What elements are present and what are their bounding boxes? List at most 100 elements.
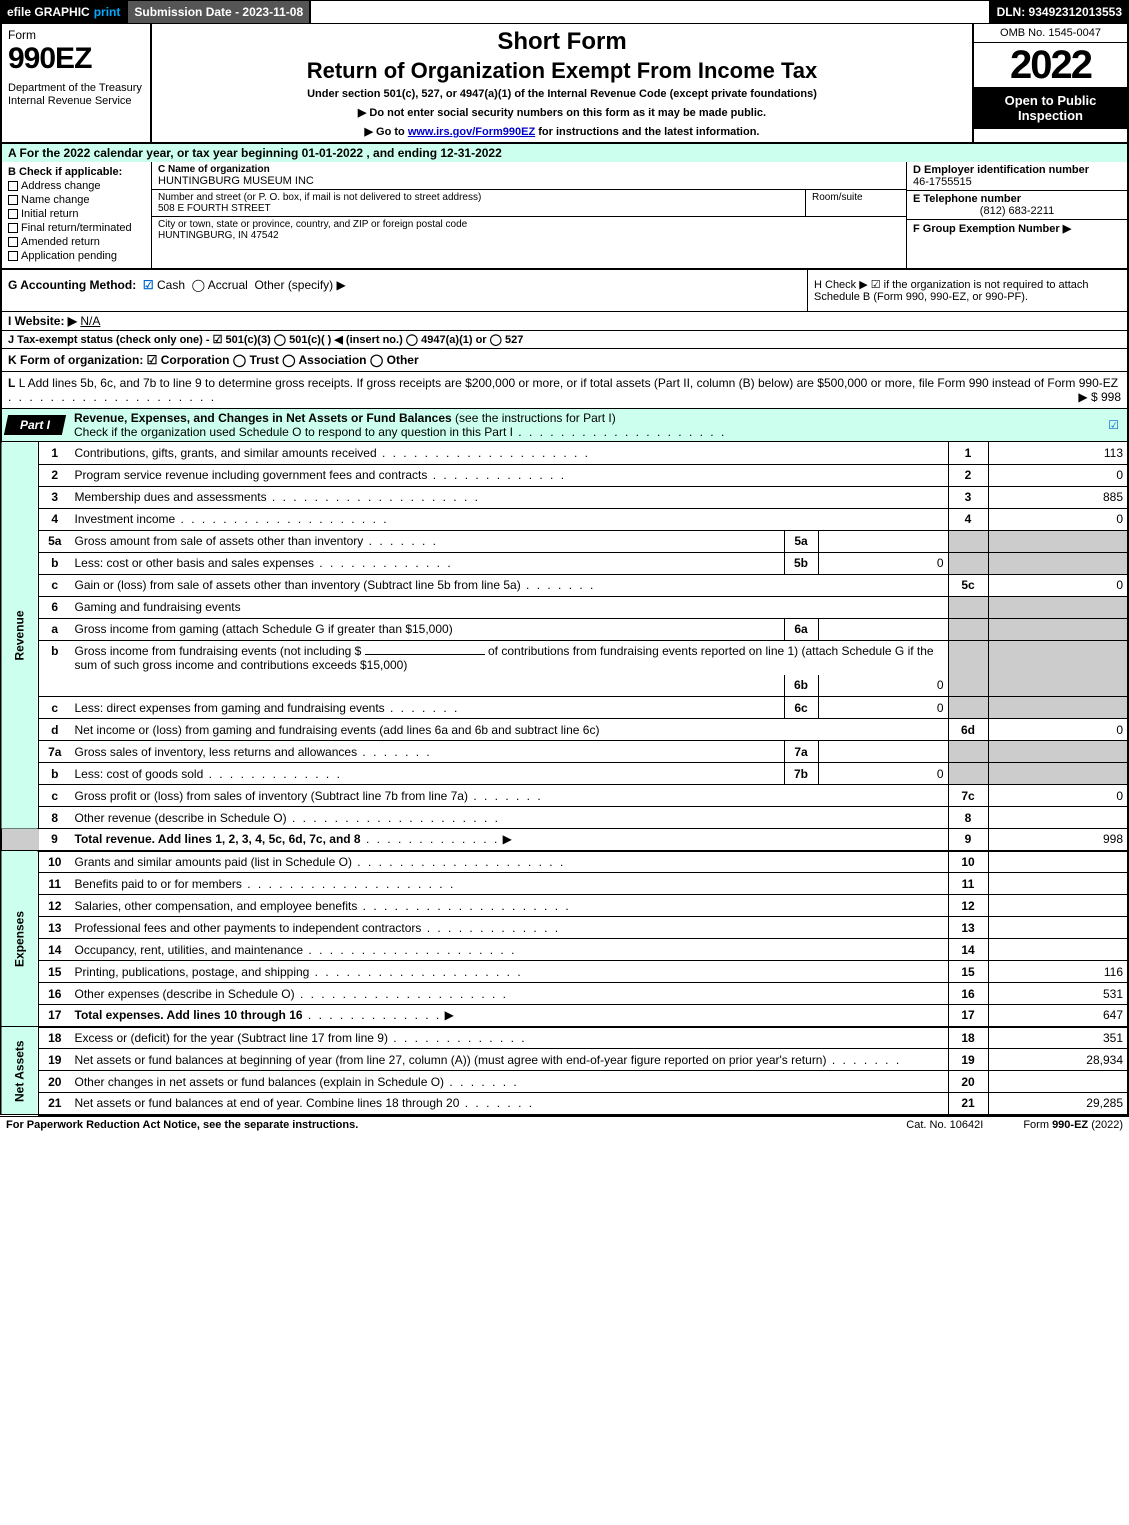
- chk-initial-return[interactable]: Initial return: [8, 208, 145, 220]
- sidelabel-expenses: Expenses: [1, 851, 39, 1027]
- subtitle: Under section 501(c), 527, or 4947(a)(1)…: [156, 88, 968, 100]
- chk-amended-return[interactable]: Amended return: [8, 236, 145, 248]
- part-1-title-rest: (see the instructions for Part I): [452, 411, 616, 425]
- block-c: C Name of organization HUNTINGBURG MUSEU…: [152, 162, 907, 268]
- submission-date: Submission Date - 2023-11-08: [127, 0, 310, 24]
- row-7a: 7a Gross sales of inventory, less return…: [1, 741, 1128, 763]
- c-city: City or town, state or province, country…: [152, 217, 906, 249]
- b-header: B Check if applicable:: [8, 166, 145, 178]
- r1-V: 113: [988, 442, 1128, 464]
- row-7c: c Gross profit or (loss) from sales of i…: [1, 785, 1128, 807]
- part-1-checkbox[interactable]: ☑: [1108, 418, 1127, 432]
- dln: DLN: 93492312013553: [990, 0, 1129, 24]
- print-link[interactable]: print: [94, 5, 121, 19]
- part-1-tag: Part I: [4, 415, 66, 435]
- efile-button[interactable]: efile GRAPHIC print: [0, 0, 127, 24]
- city-label: City or town, state or province, country…: [158, 219, 900, 230]
- g-other[interactable]: Other (specify) ▶: [254, 278, 345, 292]
- line-j: J Tax-exempt status (check only one) - ☑…: [0, 331, 1129, 349]
- row-2: 2 Program service revenue including gove…: [1, 464, 1128, 486]
- link-post: for instructions and the latest informat…: [535, 126, 759, 138]
- row-12: 12 Salaries, other compensation, and emp…: [1, 895, 1128, 917]
- g-cash[interactable]: Cash: [157, 278, 185, 292]
- c-name-label: C Name of organization: [158, 164, 270, 175]
- sidelabel-netassets: Net Assets: [1, 1027, 39, 1115]
- department: Department of the Treasury Internal Reve…: [8, 82, 144, 108]
- page-footer: For Paperwork Reduction Act Notice, see …: [0, 1116, 1129, 1133]
- website-label: I Website: ▶: [8, 314, 77, 328]
- form-word: Form: [8, 28, 144, 42]
- group-exemption-label: F Group Exemption Number ▶: [913, 223, 1071, 235]
- top-bar: efile GRAPHIC print Submission Date - 20…: [0, 0, 1129, 24]
- line-a: A For the 2022 calendar year, or tax yea…: [0, 144, 1129, 162]
- row-9: 9 Total revenue. Add lines 1, 2, 3, 4, 5…: [1, 829, 1128, 851]
- r1-N: 1: [948, 442, 988, 464]
- street-label: Number and street (or P. O. box, if mail…: [158, 192, 799, 203]
- part-1-subtitle: Check if the organization used Schedule …: [74, 425, 513, 439]
- h-text: H Check ▶ ☑ if the organization is not r…: [814, 279, 1089, 303]
- g-label: G Accounting Method:: [8, 278, 136, 292]
- row-4: 4 Investment income 4 0: [1, 508, 1128, 530]
- form-header: Form 990EZ Department of the Treasury In…: [0, 24, 1129, 144]
- chk-address-change[interactable]: Address change: [8, 180, 145, 192]
- efile-label: efile: [7, 5, 31, 19]
- chk-final-return[interactable]: Final return/terminated: [8, 222, 145, 234]
- row-10: Expenses 10 Grants and similar amounts p…: [1, 851, 1128, 873]
- notice-ssn: ▶ Do not enter social security numbers o…: [156, 106, 968, 119]
- block-b-through-f: B Check if applicable: Address change Na…: [0, 162, 1129, 270]
- g-accrual[interactable]: Accrual: [208, 278, 248, 292]
- row-16: 16 Other expenses (describe in Schedule …: [1, 983, 1128, 1005]
- phone-label: E Telephone number: [913, 193, 1021, 205]
- row-18: Net Assets 18 Excess or (deficit) for th…: [1, 1027, 1128, 1049]
- line-h: H Check ▶ ☑ if the organization is not r…: [807, 270, 1127, 311]
- row-6c: c Less: direct expenses from gaming and …: [1, 697, 1128, 719]
- row-13: 13 Professional fees and other payments …: [1, 917, 1128, 939]
- header-middle: Short Form Return of Organization Exempt…: [152, 24, 972, 142]
- row-19: 19 Net assets or fund balances at beginn…: [1, 1049, 1128, 1071]
- l-dots: [8, 390, 216, 404]
- ein-value: 46-1755515: [913, 176, 972, 188]
- dln-text: DLN: 93492312013553: [997, 5, 1122, 19]
- row-6a: a Gross income from gaming (attach Sched…: [1, 618, 1128, 640]
- l-text: L Add lines 5b, 6c, and 7b to line 9 to …: [19, 376, 1118, 390]
- main-title: Return of Organization Exempt From Incom…: [156, 58, 968, 84]
- org-name: HUNTINGBURG MUSEUM INC: [158, 175, 900, 187]
- c-street: Number and street (or P. O. box, if mail…: [152, 190, 806, 216]
- chk-application-pending[interactable]: Application pending: [8, 250, 145, 262]
- header-left: Form 990EZ Department of the Treasury In…: [2, 24, 152, 142]
- link-pre: ▶ Go to: [365, 126, 408, 138]
- cat-no: Cat. No. 10642I: [866, 1119, 1023, 1131]
- row-7b: b Less: cost of goods sold 7b 0: [1, 763, 1128, 785]
- c-room: Room/suite: [806, 190, 906, 216]
- block-g-h: G Accounting Method: ☑ Cash ◯ Accrual Ot…: [0, 270, 1129, 312]
- block-b: B Check if applicable: Address change Na…: [2, 162, 152, 268]
- topbar-spacer: [310, 0, 989, 24]
- phone-value: (812) 683-2211: [913, 205, 1121, 217]
- row-6d: d Net income or (loss) from gaming and f…: [1, 719, 1128, 741]
- graphic-label: GRAPHIC: [34, 5, 89, 19]
- row-17: 17 Total expenses. Add lines 10 through …: [1, 1005, 1128, 1027]
- tax-year: 2022: [974, 43, 1127, 85]
- row-1: Revenue 1 Contributions, gifts, grants, …: [1, 442, 1128, 464]
- submission-date-text: Submission Date - 2023-11-08: [134, 5, 303, 19]
- irs-link[interactable]: www.irs.gov/Form990EZ: [408, 126, 535, 138]
- row-6: 6 Gaming and fundraising events: [1, 596, 1128, 618]
- row-21: 21 Net assets or fund balances at end of…: [1, 1093, 1128, 1115]
- sidelabel-revenue: Revenue: [1, 442, 39, 829]
- row-3: 3 Membership dues and assessments 3 885: [1, 486, 1128, 508]
- c-name: C Name of organization HUNTINGBURG MUSEU…: [152, 162, 906, 190]
- website-value: N/A: [80, 314, 420, 328]
- part-1-title-bold: Revenue, Expenses, and Changes in Net As…: [74, 411, 452, 425]
- row-11: 11 Benefits paid to or for members 11: [1, 873, 1128, 895]
- row-6b-val: 6b 0: [1, 675, 1128, 697]
- tax-exempt-status: J Tax-exempt status (check only one) - ☑…: [8, 334, 523, 346]
- chk-name-change[interactable]: Name change: [8, 194, 145, 206]
- paperwork-notice: For Paperwork Reduction Act Notice, see …: [6, 1119, 866, 1131]
- block-f: F Group Exemption Number ▶: [907, 220, 1127, 237]
- room-label: Room/suite: [812, 192, 863, 203]
- block-d-e-f: D Employer identification number 46-1755…: [907, 162, 1127, 268]
- open-inspection: Open to Public Inspection: [974, 87, 1127, 129]
- short-form-title: Short Form: [156, 28, 968, 56]
- r1-desc: Contributions, gifts, grants, and simila…: [71, 442, 949, 464]
- r1-num: 1: [39, 442, 71, 464]
